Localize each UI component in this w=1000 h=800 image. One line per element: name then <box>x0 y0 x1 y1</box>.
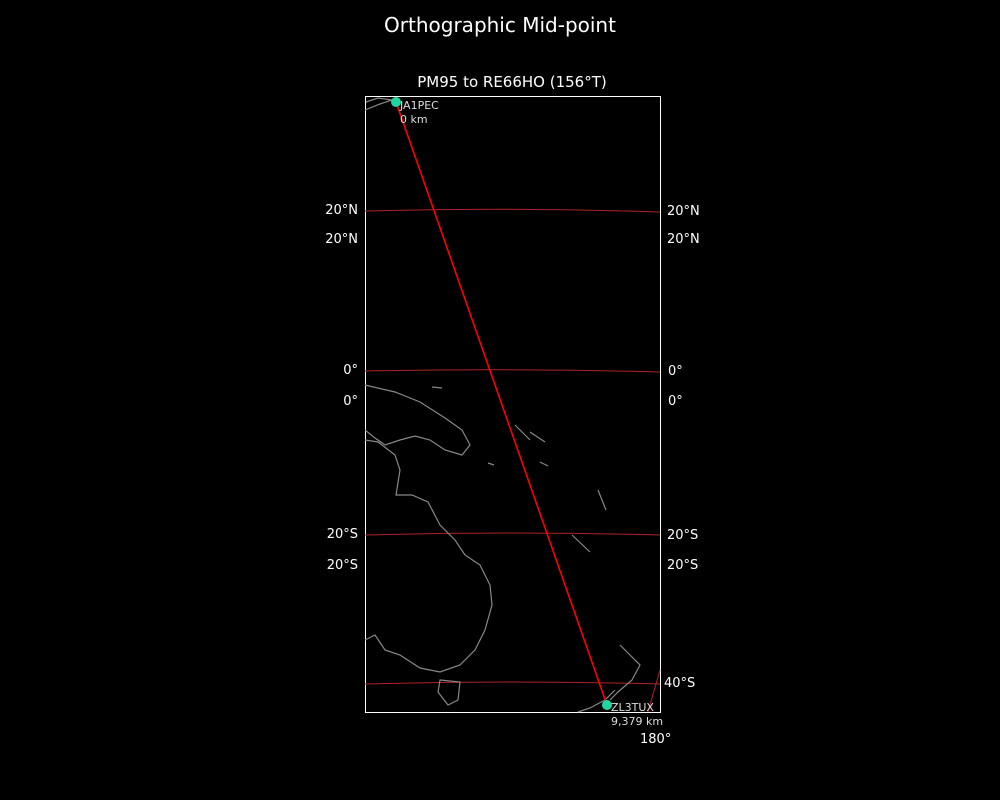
figure-title: Orthographic Mid-point <box>384 13 616 37</box>
lat-label-right: 20°N <box>667 232 700 247</box>
coast-australia <box>364 439 493 673</box>
lat-label-left: 20°S <box>326 527 358 542</box>
gridline-40s <box>364 681 661 685</box>
end-marker <box>602 700 612 710</box>
lat-label-left: 20°N <box>325 203 358 218</box>
coast-islands <box>431 386 607 553</box>
map-frame <box>365 96 661 713</box>
lat-label-right: 40°S <box>664 676 696 691</box>
start-distance-label: 0 km <box>400 113 428 126</box>
lat-label-left: 20°N <box>325 232 358 247</box>
end-call-label: ZL3TUX <box>611 701 654 714</box>
coast-new-guinea <box>364 384 471 456</box>
great-circle-path <box>395 101 608 706</box>
coast-tasmania <box>437 679 461 706</box>
lat-label-right: 0° <box>668 394 683 409</box>
lat-label-right: 20°S <box>667 528 699 543</box>
lat-label-left: 0° <box>343 363 358 378</box>
lat-label-right: 0° <box>668 364 683 379</box>
gridline-0 <box>364 369 661 373</box>
start-marker <box>391 97 401 107</box>
start-call-label: JA1PEC <box>400 99 439 112</box>
graticule <box>364 208 661 713</box>
lat-label-right: 20°N <box>667 204 700 219</box>
lat-label-left: 0° <box>343 394 358 409</box>
map-subtitle: PM95 to RE66HO (156°T) <box>417 73 607 91</box>
end-distance-label: 9,379 km <box>611 715 664 728</box>
coast-nz-north <box>609 644 641 701</box>
coast-nz-south <box>577 689 616 713</box>
gridline-20s <box>364 532 661 536</box>
meridian-180 <box>647 669 661 713</box>
gridline-20n <box>364 208 661 213</box>
lat-label-right: 20°S <box>667 558 699 573</box>
lat-label-left: 20°S <box>326 558 358 573</box>
lon-label: 180° <box>640 732 672 747</box>
